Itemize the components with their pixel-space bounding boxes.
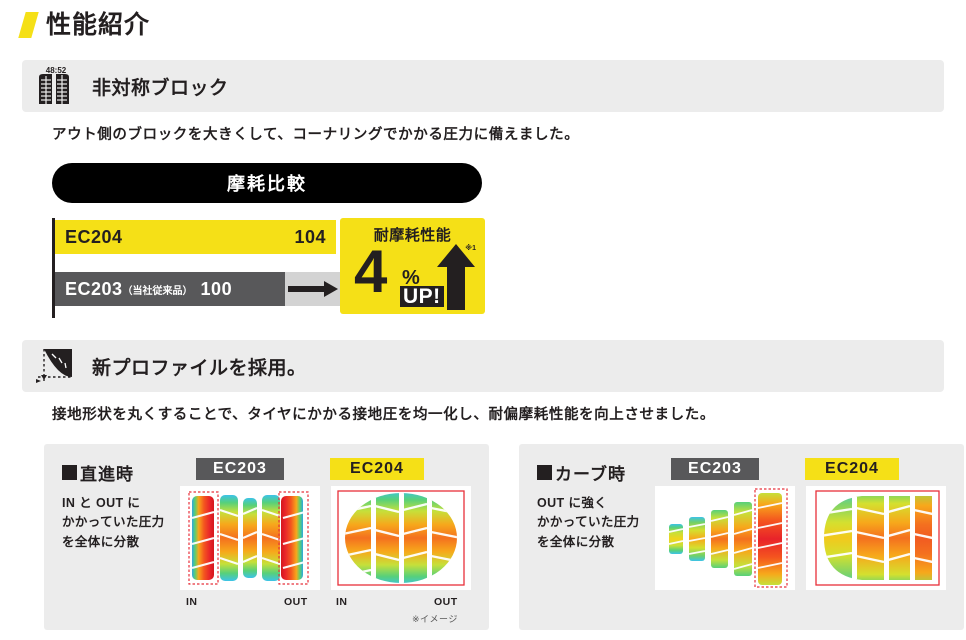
panel-condition-cornering: カーブ時	[537, 460, 626, 485]
section-header-asymmetric-block: 48:52 非対称ブロック	[22, 60, 944, 112]
panel-description-cornering: OUT に強く かかっていた圧力 を全体に分散	[537, 496, 640, 549]
tag-ec204-cornering: EC204	[805, 458, 899, 480]
label-out-ec203-straight: OUT	[284, 596, 308, 608]
chart-growth-arrow-icon	[288, 272, 340, 306]
tag-ec203-straight: EC203	[196, 458, 284, 480]
wear-comparison-chart: EC204 104 EC203 （当社従来品） 100	[52, 218, 342, 318]
up-arrow-icon	[436, 244, 476, 310]
chart-bar-ec203-sublabel: （当社従来品）	[122, 285, 193, 297]
chart-bar-ec203: EC203 （当社従来品） 100	[55, 272, 285, 306]
panel-condition-label-cornering: カーブ時	[555, 465, 626, 484]
section-description-asymmetric-block: アウト側のブロックを大きくして、コーナリングでかかる圧力に備えました。	[52, 127, 580, 143]
durability-badge-up: UP!	[400, 286, 444, 307]
durability-badge-number: 4	[354, 238, 388, 305]
square-bullet-icon	[537, 465, 552, 480]
footprint-image-ec204-straight	[331, 486, 471, 590]
comparison-panel-cornering: カーブ時 OUT に強く かかっていた圧力 を全体に分散 EC203 EC204	[519, 444, 964, 630]
panel-description-straight: IN と OUT に かかっていた圧力 を全体に分散	[62, 496, 165, 549]
image-disclaimer-note: ※イメージ	[412, 614, 458, 624]
durability-badge: 耐摩耗性能 ※1 4 % UP!	[340, 218, 485, 314]
chart-axis	[52, 218, 55, 318]
wear-comparison-pill-label: 摩耗比較	[227, 174, 307, 194]
section-header-new-profile: 新プロファイルを採用。	[22, 340, 944, 392]
panel-condition-label-straight: 直進時	[80, 465, 134, 484]
chart-bar-ec204: EC204 104	[55, 220, 336, 254]
page-title: 性能紹介	[18, 10, 151, 39]
label-out-ec204-straight: OUT	[434, 596, 458, 608]
footprint-image-ec204-cornering	[806, 486, 946, 590]
durability-badge-percent: %	[402, 267, 420, 289]
chart-bar-ec203-value: 100	[200, 278, 233, 299]
chart-bar-ec203-label: EC203	[65, 278, 123, 299]
slash-accent-icon	[18, 12, 39, 38]
wear-comparison-pill: 摩耗比較	[52, 163, 482, 203]
section-description-new-profile: 接地形状を丸くすることで、タイヤにかかる接地圧を均一化し、耐偏摩耗性能を向上させ…	[52, 407, 715, 423]
comparison-panel-straight: 直進時 IN と OUT に かかっていた圧力 を全体に分散 EC203 EC2…	[44, 444, 489, 630]
label-in-ec204-straight: IN	[336, 596, 348, 608]
page-title-text: 性能紹介	[46, 10, 151, 39]
footprint-image-ec203-cornering	[655, 486, 795, 590]
tag-ec204-straight: EC204	[330, 458, 424, 480]
section-heading-asymmetric-block: 非対称ブロック	[92, 77, 229, 99]
section-heading-new-profile: 新プロファイルを採用。	[92, 357, 307, 379]
durability-badge-title: 耐摩耗性能	[373, 227, 452, 244]
label-in-ec203-straight: IN	[186, 596, 198, 608]
tire-tread-ratio-icon: 48:52	[32, 64, 80, 108]
square-bullet-icon	[62, 465, 77, 480]
durability-badge-note: ※1	[465, 245, 476, 252]
tire-profile-curve-icon	[32, 345, 80, 387]
footprint-image-ec203-straight	[180, 486, 320, 590]
tag-ec203-cornering: EC203	[671, 458, 759, 480]
panel-condition-straight: 直進時	[62, 460, 134, 485]
svg-text:48:52: 48:52	[46, 66, 67, 75]
chart-bar-ec204-label: EC204	[65, 226, 123, 247]
chart-bar-ec204-value: 104	[294, 226, 326, 247]
